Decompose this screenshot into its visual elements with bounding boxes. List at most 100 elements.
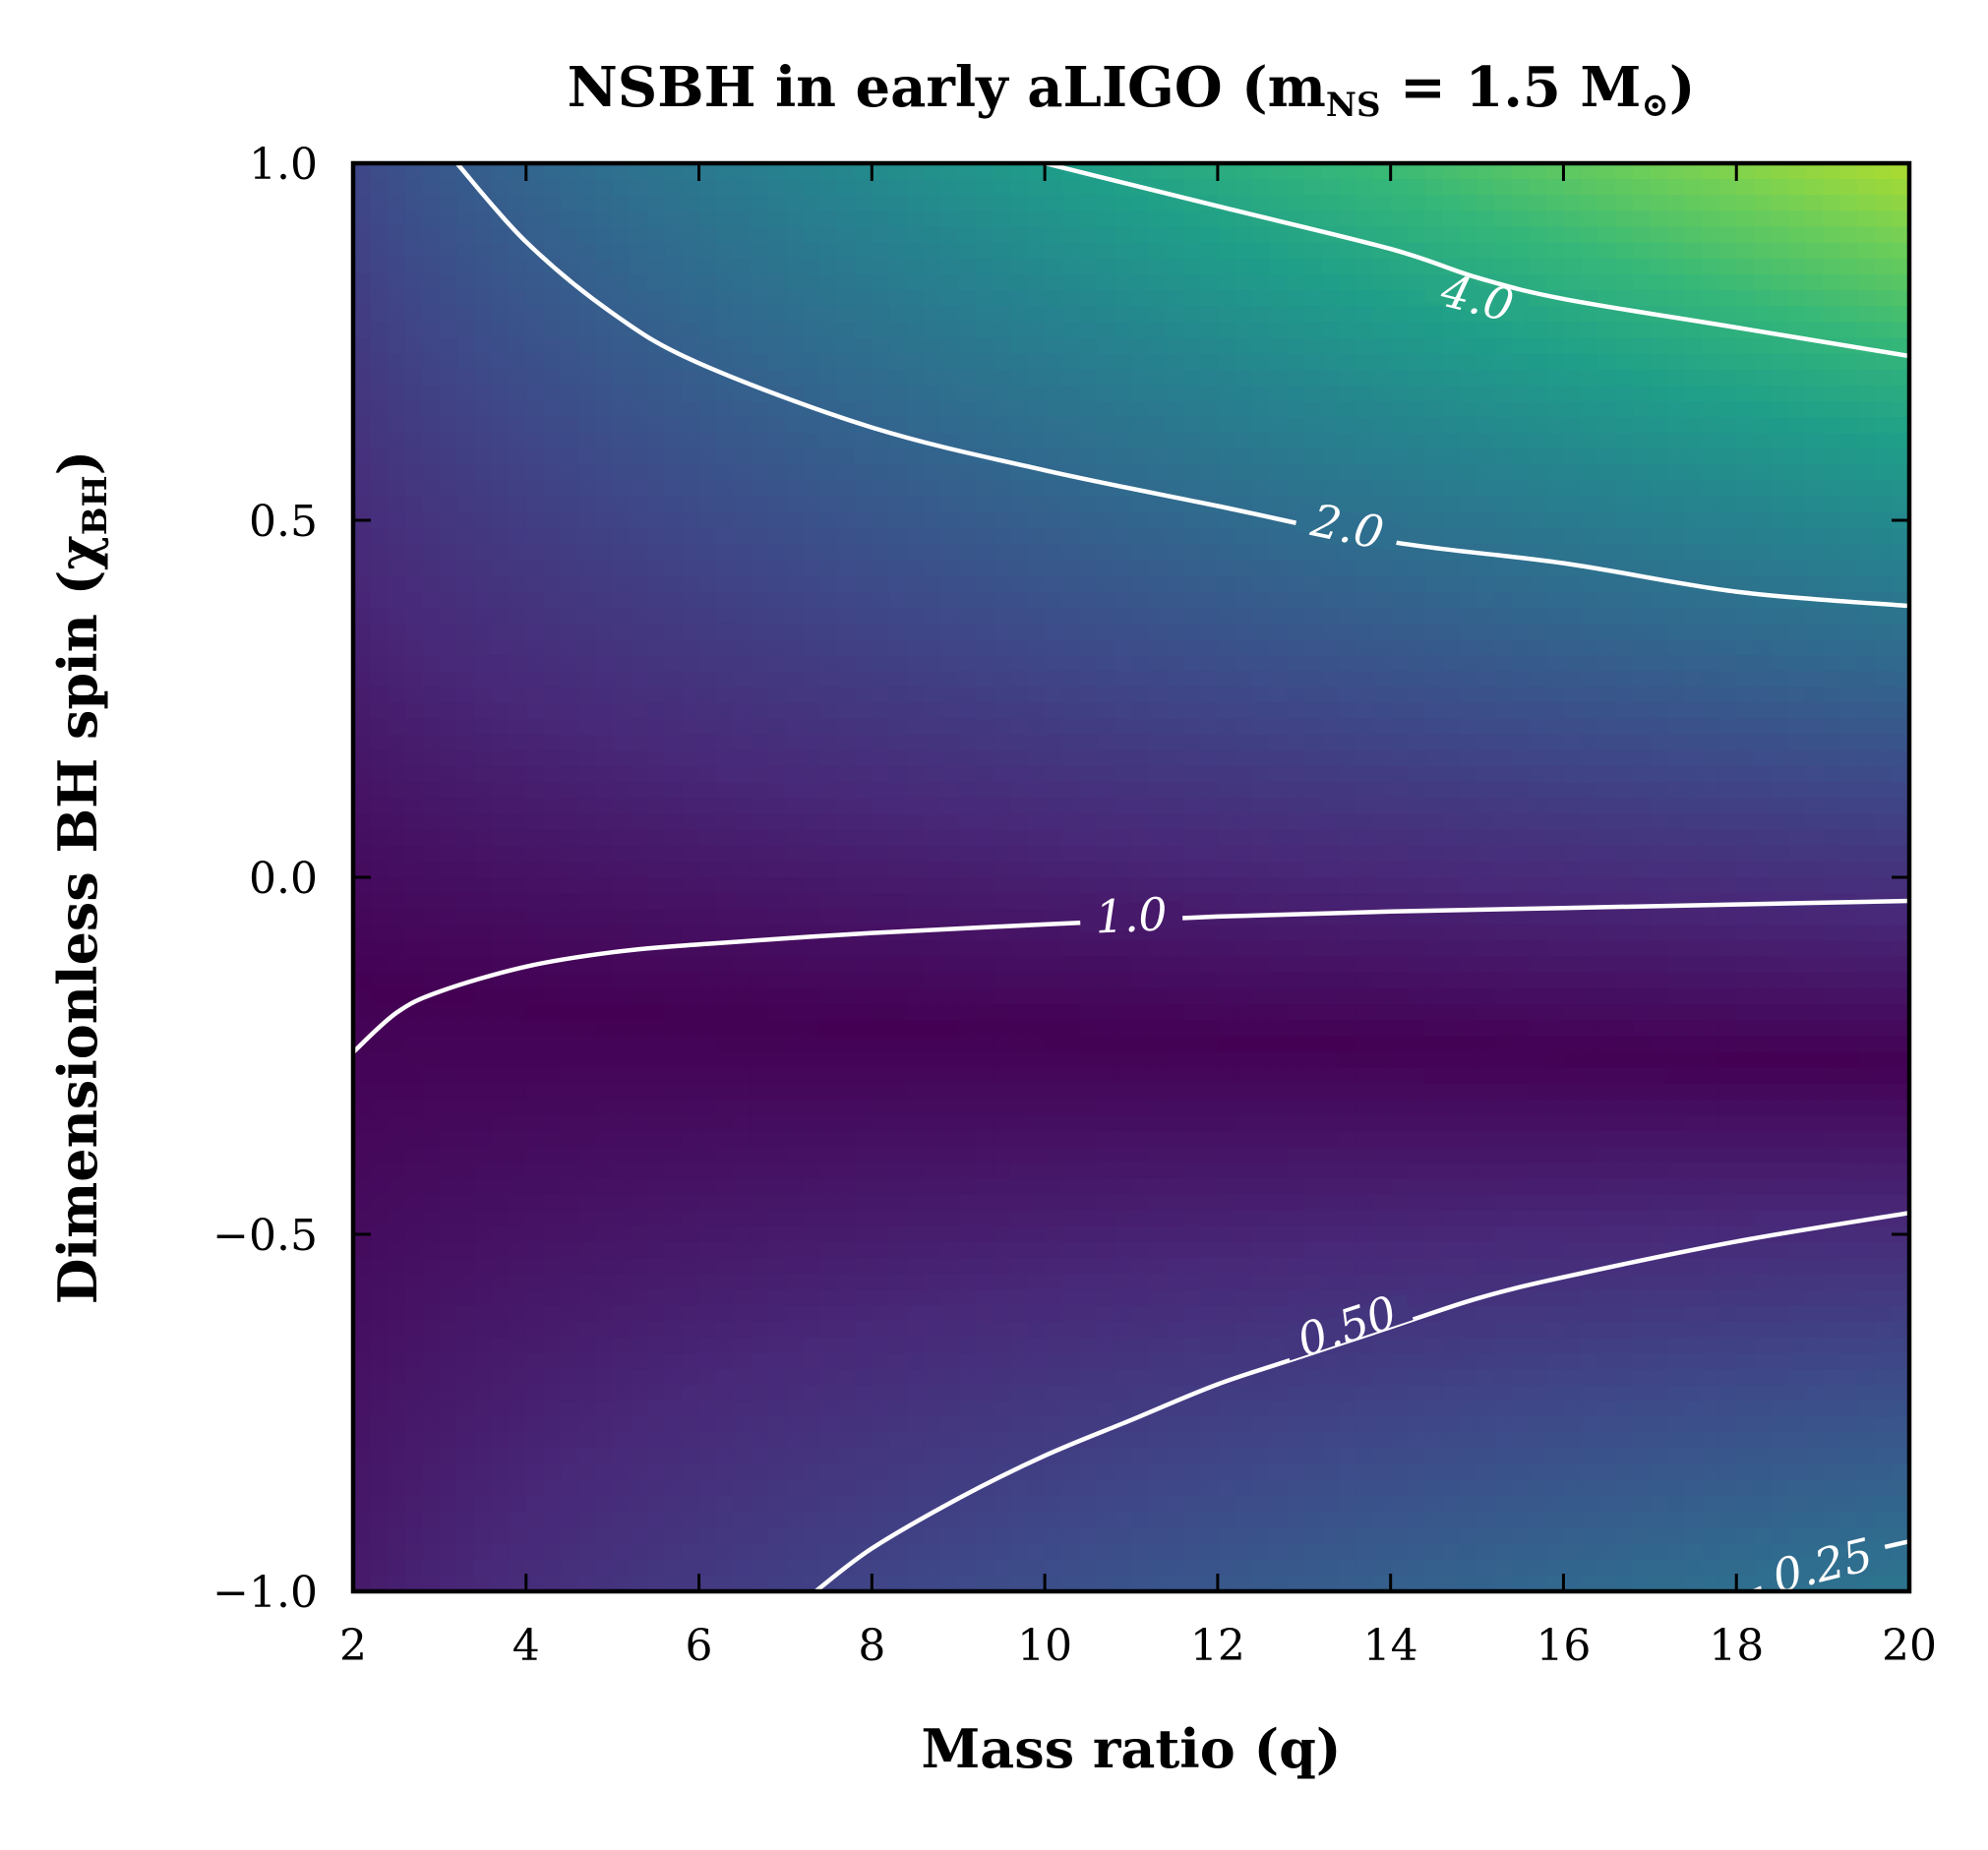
heatmap-cell [888,655,908,673]
heatmap-cell [646,306,666,324]
heatmap-cell [370,179,389,197]
heatmap-cell [1684,290,1703,307]
heatmap-cell [906,861,925,878]
heatmap-cell [646,591,666,609]
heatmap-cell [785,290,804,307]
heatmap-cell [1753,686,1773,704]
heatmap-cell [1148,766,1167,783]
heatmap-cell [1321,861,1340,878]
heatmap-cell [1373,798,1392,815]
heatmap-cell [975,528,994,545]
heatmap-cell [975,734,994,751]
heatmap-cell [1666,591,1686,609]
heatmap-cell [1045,639,1063,656]
heatmap-cell [1563,528,1582,545]
heatmap-cell [491,1020,510,1038]
heatmap-cell [1511,829,1531,847]
heatmap-cell [1442,322,1461,339]
heatmap-cell [1459,813,1478,831]
heatmap-cell [630,560,648,577]
heatmap-cell [837,940,856,958]
heatmap-cell [1736,242,1755,260]
heatmap-cell [1373,322,1392,339]
heatmap-cell [803,639,821,656]
heatmap-cell [716,623,735,640]
heatmap-cell [1494,718,1513,736]
heatmap-cell [958,702,977,720]
heatmap-cell [1476,639,1495,656]
heatmap-cell [940,671,960,688]
heatmap-cell [612,734,632,751]
heatmap-cell [422,258,441,275]
heatmap-cell [1045,591,1063,609]
heatmap-cell [1252,940,1271,958]
heatmap-cell [353,273,372,291]
heatmap-cell [543,544,562,562]
heatmap-cell [1321,686,1340,704]
heatmap-cell [1529,273,1547,291]
heatmap-cell [1442,448,1461,466]
heatmap-cell [353,258,372,275]
heatmap-cell [1545,686,1565,704]
heatmap-cell [940,496,960,513]
heatmap-cell [525,511,545,529]
heatmap-cell [1857,813,1876,831]
heatmap-cell [1563,655,1582,673]
heatmap-cell [1303,242,1323,260]
heatmap-cell [888,401,908,418]
heatmap-cell [1476,877,1495,894]
heatmap-cell [1217,544,1236,562]
heatmap-cell [1787,925,1807,942]
heatmap-cell [888,766,908,783]
heatmap-cell [837,179,856,197]
heatmap-cell [1338,242,1357,260]
heatmap-cell [1131,290,1150,307]
heatmap-cell [1597,337,1616,355]
heatmap-cell [1442,925,1461,942]
heatmap-cell [1148,798,1167,815]
heatmap-cell [1787,607,1807,625]
heatmap-cell [612,258,632,275]
heatmap-cell [819,940,838,958]
heatmap-cell [1892,179,1909,197]
heatmap-cell [439,544,458,562]
heatmap-cell [1459,401,1478,418]
heatmap-cell [975,210,994,228]
heatmap-cell [1511,845,1531,863]
heatmap-cell [1718,893,1738,911]
heatmap-cell [888,1020,908,1038]
heatmap-cell [664,369,683,387]
heatmap-cell [1182,798,1202,815]
heatmap-cell [1839,925,1859,942]
heatmap-cell [1857,639,1876,656]
heatmap-cell [1338,655,1357,673]
heatmap-cell [1321,702,1340,720]
heatmap-cell [888,623,908,640]
heatmap-cell [1321,179,1340,197]
heatmap-cell [1857,686,1876,704]
heatmap-cell [1615,987,1634,1005]
heatmap-cell [751,686,769,704]
heatmap-cell [1217,829,1236,847]
heatmap-cell [1252,242,1271,260]
heatmap-cell [370,273,389,291]
heatmap-cell [388,337,406,355]
heatmap-cell [1666,258,1686,275]
heatmap-cell [1839,353,1859,371]
heatmap-cell [751,226,769,244]
heatmap-cell [1131,813,1150,831]
heatmap-cell [1684,511,1703,529]
heatmap-cell [1390,496,1410,513]
heatmap-cell [1217,845,1236,863]
heatmap-cell [1511,925,1531,942]
heatmap-cell [439,686,458,704]
heatmap-cell [1303,417,1323,435]
heatmap-cell [1079,511,1098,529]
heatmap-cell [630,798,648,815]
heatmap-cell [1269,480,1288,498]
heatmap-cell [1148,401,1167,418]
heatmap-cell [1252,273,1271,291]
heatmap-cell [1148,496,1167,513]
heatmap-cell [1787,940,1807,958]
heatmap-cell [1079,829,1098,847]
